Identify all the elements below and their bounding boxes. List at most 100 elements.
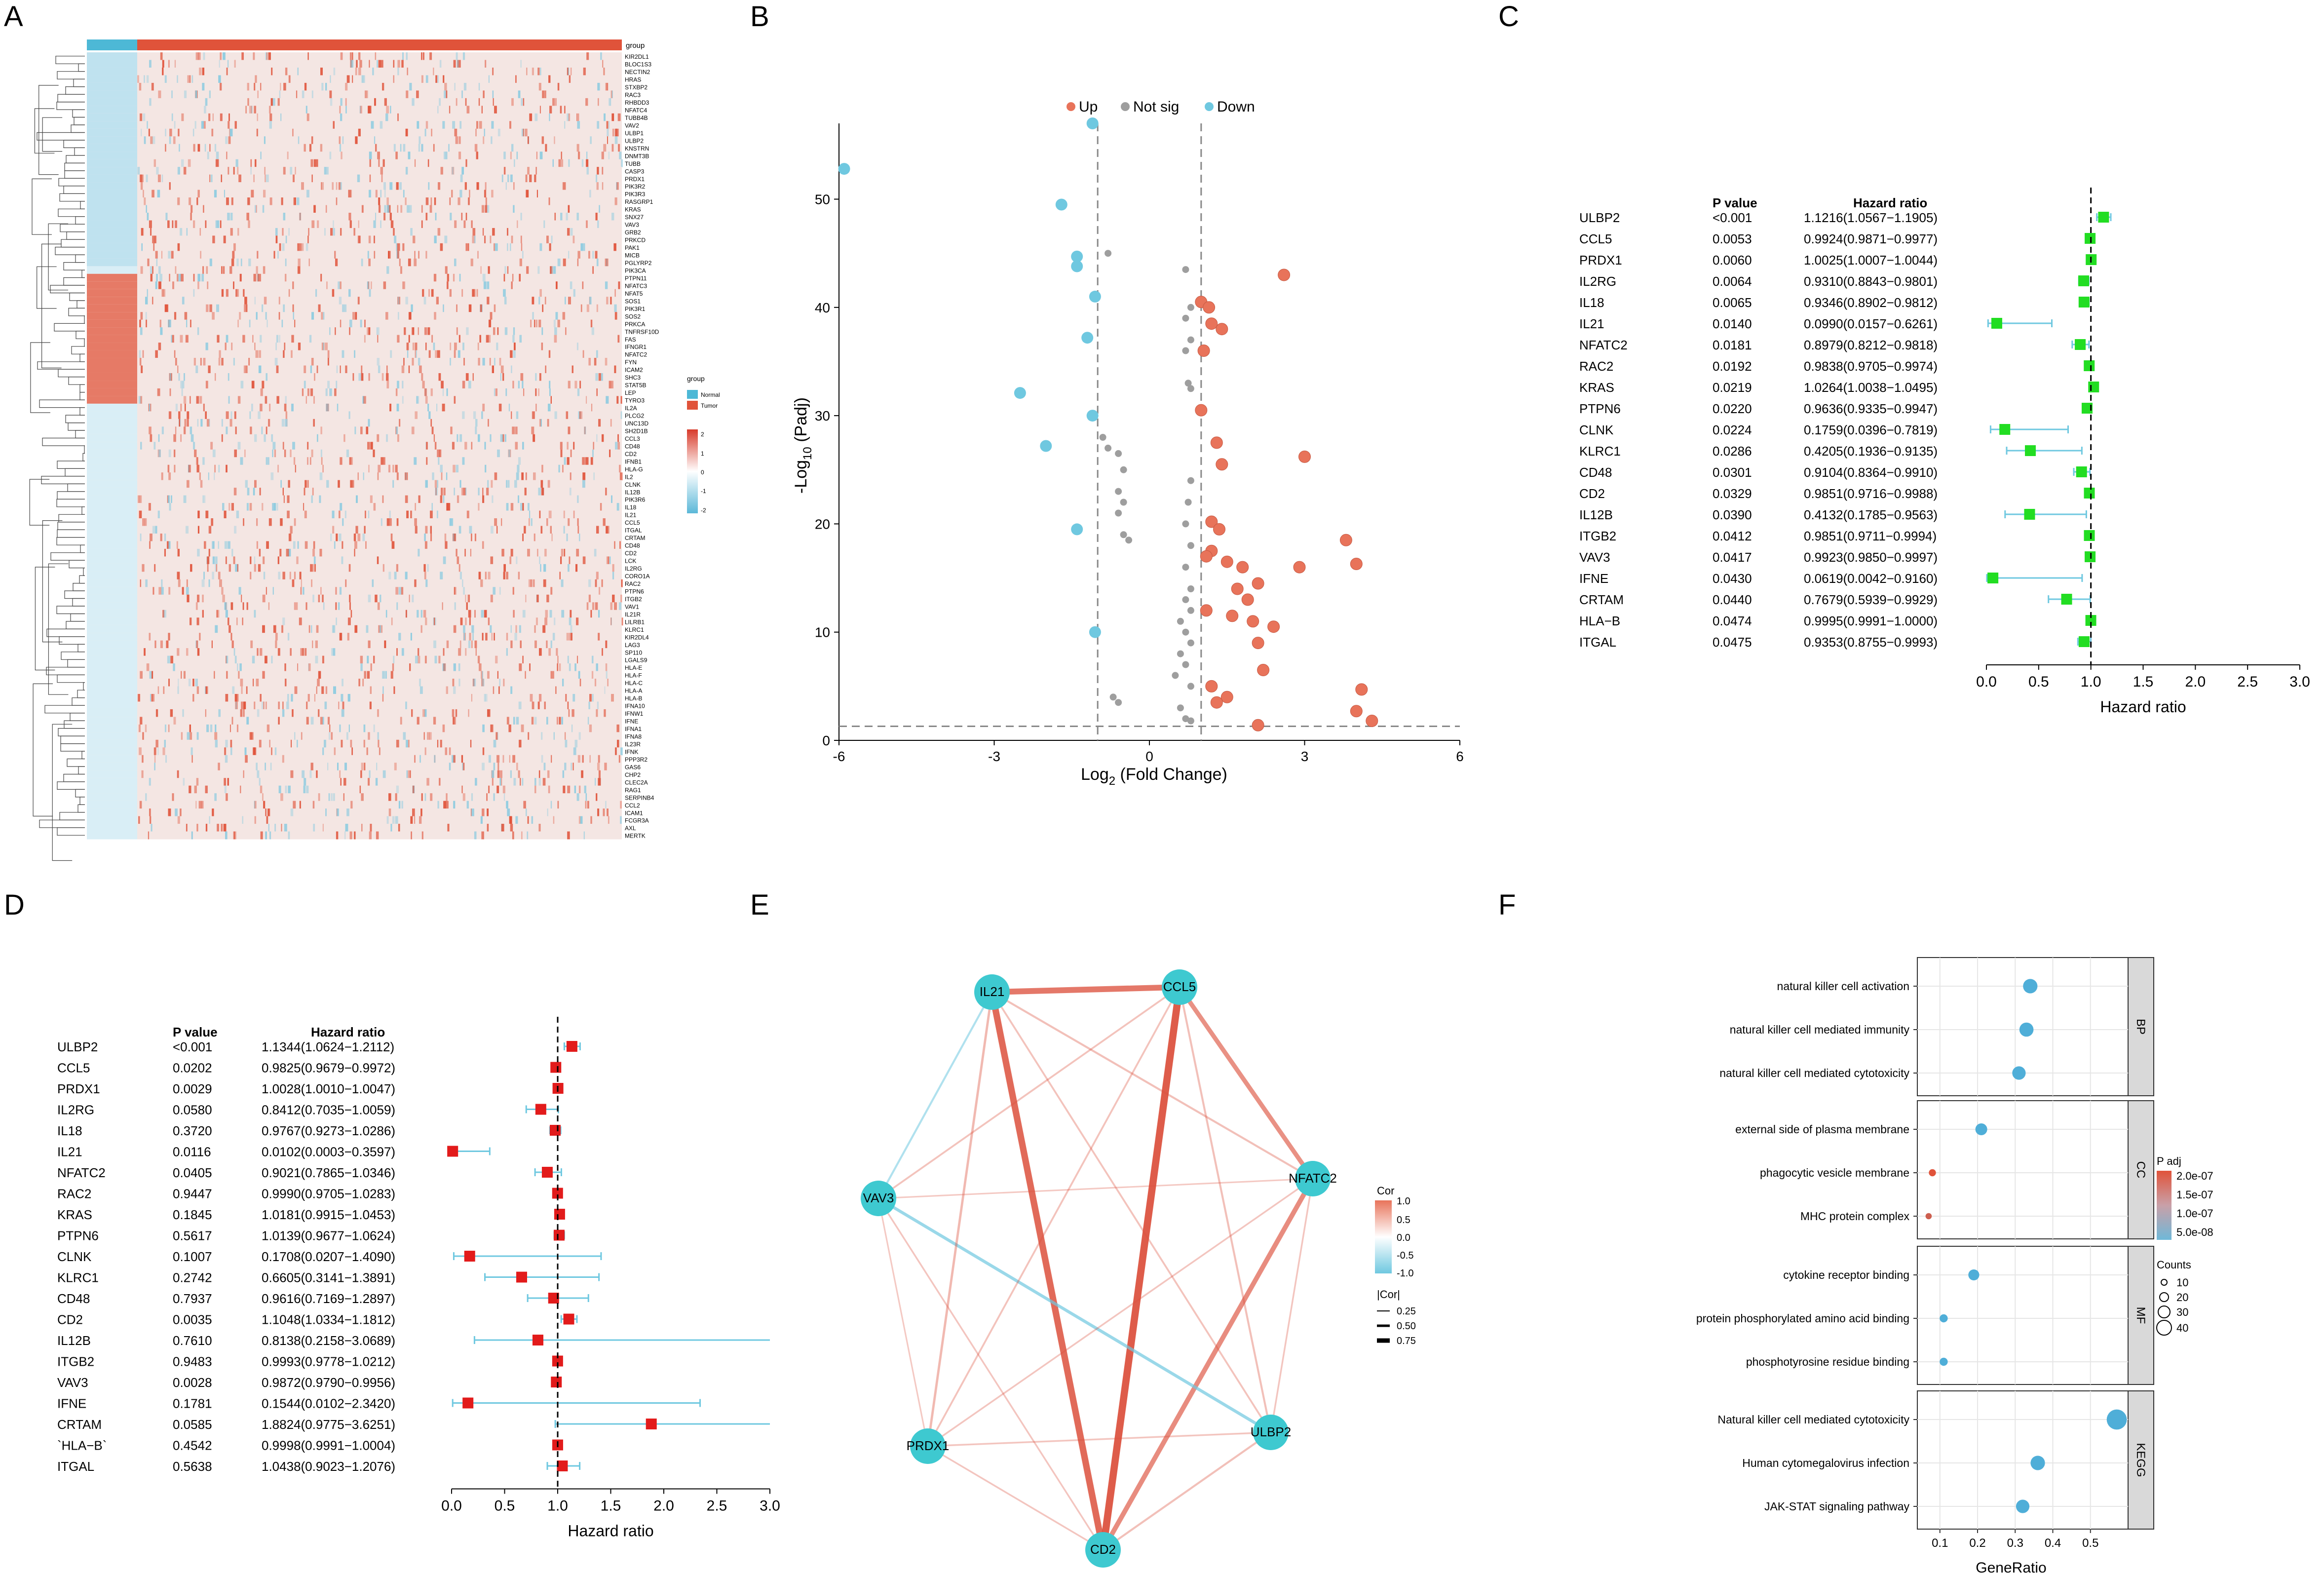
heatmap-streak <box>537 701 540 710</box>
heatmap-streak <box>165 212 168 221</box>
heatmap-streak <box>444 90 447 99</box>
dendrogram-branch <box>68 377 85 385</box>
heatmap-streak <box>153 442 156 450</box>
legend-abscor-tick-075: 0.75 <box>1397 1336 1416 1346</box>
heatmap-streak <box>296 90 298 99</box>
heatmap-streak <box>443 495 445 503</box>
heatmap-streak <box>434 617 436 626</box>
volcano-point-not-sig <box>1187 717 1194 725</box>
heatmap-streak <box>431 503 433 511</box>
heatmap-streak <box>251 106 253 114</box>
heatmap-streak <box>205 220 207 229</box>
heatmap-streak <box>382 82 384 91</box>
heatmap-streak <box>220 113 223 121</box>
heatmap-streak <box>169 319 171 328</box>
heatmap-streak <box>165 755 167 763</box>
network-legend: Cor 1.0 0.5 0.0 -0.5 -1.0 |Cor| 0.25 0.5… <box>1375 1185 1416 1346</box>
heatmap-streak <box>551 266 553 274</box>
heatmap-streak <box>453 273 455 282</box>
heatmap-streak <box>274 503 276 511</box>
heatmap-streak <box>332 182 334 191</box>
heatmap-streak <box>382 671 384 679</box>
heatmap-streak <box>453 755 456 763</box>
heatmap-streak <box>231 343 233 351</box>
network-edge <box>927 1445 1104 1551</box>
heatmap-streak <box>208 548 210 557</box>
heatmap-streak <box>414 755 416 763</box>
heatmap-streak <box>490 312 493 320</box>
heatmap-row <box>87 464 622 473</box>
network-edge <box>1101 1177 1315 1551</box>
heatmap-streak <box>159 319 161 328</box>
heatmap-streak <box>314 693 315 702</box>
heatmap-streak <box>349 602 351 611</box>
heatmap-streak <box>391 541 395 549</box>
heatmap-streak <box>316 159 318 167</box>
heatmap-row <box>87 495 622 503</box>
heatmap-streak <box>405 701 407 710</box>
heatmap-streak <box>303 503 305 511</box>
row-dendrogram <box>29 56 85 861</box>
heatmap-streak <box>497 763 499 771</box>
heatmap-gene-label: LEP <box>625 389 636 396</box>
heatmap-streak <box>200 480 203 488</box>
heatmap-streak <box>177 816 180 824</box>
heatmap-streak <box>277 251 279 259</box>
heatmap-streak <box>235 289 238 297</box>
heatmap-streak <box>539 106 541 114</box>
heatmap-streak <box>232 686 235 694</box>
heatmap-streak <box>395 152 398 160</box>
heatmap-streak <box>277 648 280 656</box>
heatmap-streak <box>188 464 191 473</box>
heatmap-streak <box>453 686 456 694</box>
heatmap-streak <box>273 625 276 633</box>
heatmap-streak <box>336 831 339 840</box>
heatmap-streak <box>462 343 464 351</box>
heatmap-gene-label: VAV3 <box>625 222 639 229</box>
heatmap-streak <box>373 503 376 511</box>
heatmap-streak <box>210 174 213 183</box>
heatmap-streak <box>596 182 599 191</box>
heatmap-streak <box>187 594 190 603</box>
heatmap-streak <box>223 824 227 832</box>
heatmap-streak <box>223 52 226 60</box>
heatmap-streak <box>519 335 522 343</box>
heatmap-streak <box>469 190 470 198</box>
forest-hr-box <box>552 1188 563 1199</box>
heatmap-streak <box>405 610 407 618</box>
forest-gene-label: CRTAM <box>57 1417 102 1432</box>
legend-tick-1: 1 <box>701 450 704 457</box>
y-tick-label: 40 <box>815 300 830 315</box>
heatmap-streak <box>192 693 194 702</box>
heatmap-streak <box>584 785 586 794</box>
heatmap-row <box>87 358 622 366</box>
heatmap-streak <box>597 763 600 771</box>
heatmap-streak <box>346 808 349 817</box>
heatmap-streak <box>274 449 276 458</box>
dendrogram-branch <box>56 606 85 615</box>
heatmap-streak <box>614 136 618 145</box>
heatmap-gene-label: UNC13D <box>625 420 648 427</box>
heatmap-normal-block <box>87 434 137 442</box>
heatmap-streak <box>586 602 589 611</box>
heatmap-streak <box>249 319 251 328</box>
heatmap-streak <box>433 144 435 152</box>
heatmap-streak <box>259 778 261 786</box>
heatmap-streak <box>609 449 611 458</box>
heatmap-streak <box>452 755 455 763</box>
heatmap-streak <box>526 67 528 76</box>
heatmap-streak <box>544 90 546 99</box>
heatmap-streak <box>340 228 342 236</box>
heatmap-streak <box>389 510 391 519</box>
heatmap-streak <box>224 747 227 756</box>
heatmap-streak <box>424 572 426 580</box>
heatmap-streak <box>279 335 280 343</box>
heatmap-streak <box>252 381 254 389</box>
heatmap-streak <box>440 739 442 748</box>
heatmap-streak <box>367 442 370 450</box>
heatmap-streak <box>478 434 480 442</box>
heatmap-streak <box>418 251 419 259</box>
heatmap-streak <box>610 419 612 427</box>
forest-gene-label: CCL5 <box>57 1061 90 1076</box>
forest-gene-label: ITGB2 <box>57 1354 94 1369</box>
